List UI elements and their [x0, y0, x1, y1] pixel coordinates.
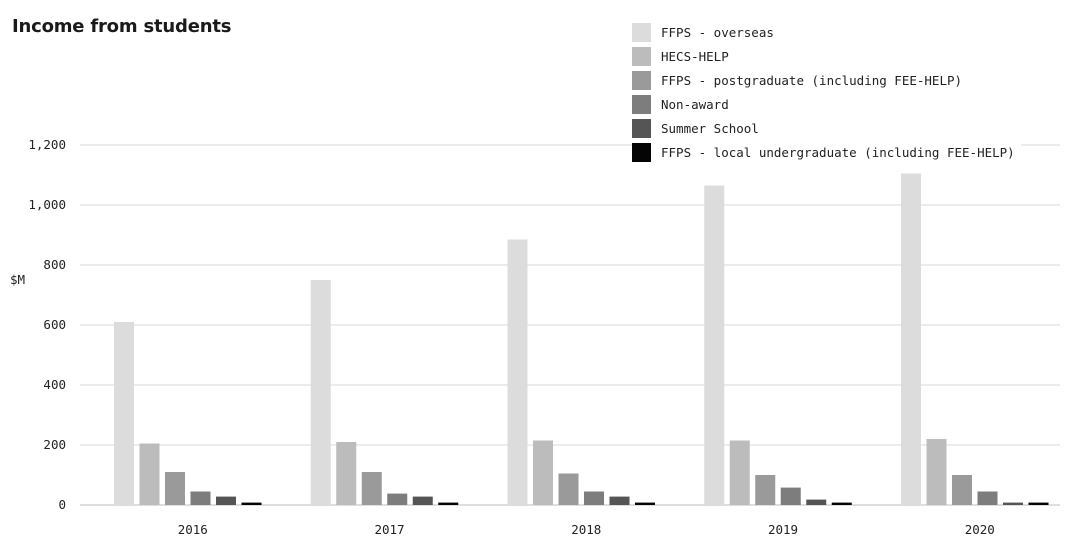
x-tick-label: 2017 — [374, 522, 404, 537]
legend-item: FFPS - overseas — [632, 20, 1021, 44]
x-tick-label: 2020 — [965, 522, 995, 537]
bar — [114, 322, 134, 505]
legend-swatch — [632, 94, 651, 114]
bar — [558, 473, 579, 505]
bar — [1003, 502, 1023, 505]
bar — [139, 443, 160, 505]
bar — [901, 173, 921, 505]
legend-swatch — [632, 142, 651, 162]
bar — [926, 439, 947, 505]
bar — [310, 280, 331, 505]
legend-swatch — [632, 22, 651, 42]
x-tick-label: 2018 — [571, 522, 601, 537]
bar — [584, 491, 604, 505]
bar — [216, 496, 236, 505]
bars — [114, 173, 1049, 505]
legend-label: HECS-HELP — [661, 48, 729, 64]
bar — [387, 493, 408, 505]
bar — [412, 496, 433, 505]
bar — [952, 475, 972, 505]
legend-item: FFPS - postgraduate (including FEE-HELP) — [632, 68, 1021, 92]
bar — [755, 475, 776, 505]
y-tick-label: 1,200 — [28, 137, 66, 152]
y-tick-label: 800 — [43, 257, 66, 272]
bar — [977, 491, 998, 505]
legend-item: HECS-HELP — [632, 44, 1021, 68]
legend-label: FFPS - local undergraduate (including FE… — [661, 144, 1015, 160]
y-axis-ticks: 0 200 400 600 800 1,000 1,200 — [28, 137, 66, 512]
y-axis-label: $M — [10, 272, 25, 287]
bar — [336, 442, 357, 505]
bar — [780, 487, 801, 505]
y-tick-label: 400 — [43, 377, 66, 392]
x-axis-ticks: 2016 2017 2018 2019 2020 — [178, 522, 995, 537]
bar — [729, 440, 750, 505]
legend-item: Summer School — [632, 116, 1021, 140]
y-tick-label: 1,000 — [28, 197, 66, 212]
chart-title: Income from students — [12, 16, 232, 37]
bar — [165, 472, 185, 505]
legend-label: Summer School — [661, 120, 759, 136]
y-tick-label: 200 — [43, 437, 66, 452]
legend-label: FFPS - overseas — [661, 24, 774, 40]
bar — [609, 496, 630, 505]
legend-swatch — [632, 70, 651, 90]
legend-item: FFPS - local undergraduate (including FE… — [632, 140, 1021, 164]
bar — [533, 440, 553, 505]
bar — [361, 472, 382, 505]
bar — [241, 502, 262, 505]
x-tick-label: 2019 — [768, 522, 798, 537]
y-tick-label: 0 — [58, 497, 66, 512]
bar — [806, 499, 827, 505]
x-tick-label: 2016 — [178, 522, 208, 537]
legend: FFPS - overseas HECS-HELP FFPS - postgradu… — [632, 20, 1021, 164]
bar — [831, 502, 852, 505]
bar — [438, 502, 459, 505]
bar — [507, 239, 528, 505]
legend-swatch — [632, 46, 651, 66]
y-tick-label: 600 — [43, 317, 66, 332]
bar — [704, 185, 725, 505]
legend-label: FFPS - postgraduate (including FEE-HELP) — [661, 72, 963, 88]
bar — [1028, 502, 1049, 505]
legend-swatch — [632, 118, 651, 138]
legend-item: Non-award — [632, 92, 1021, 116]
legend-label: Non-award — [661, 96, 729, 112]
bar — [635, 502, 655, 505]
bar — [190, 491, 211, 505]
